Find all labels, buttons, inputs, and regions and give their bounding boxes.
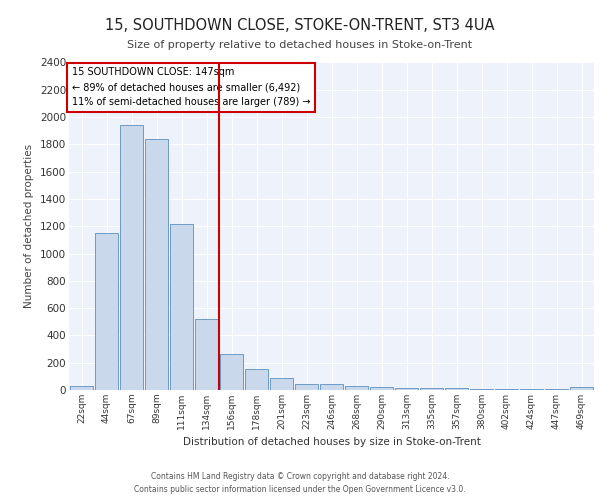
Text: 15, SOUTHDOWN CLOSE, STOKE-ON-TRENT, ST3 4UA: 15, SOUTHDOWN CLOSE, STOKE-ON-TRENT, ST3… bbox=[105, 18, 495, 32]
Bar bbox=[269, 378, 293, 390]
Text: 15 SOUTHDOWN CLOSE: 147sqm
← 89% of detached houses are smaller (6,492)
11% of s: 15 SOUTHDOWN CLOSE: 147sqm ← 89% of deta… bbox=[71, 68, 310, 107]
Bar bbox=[445, 388, 469, 390]
Bar bbox=[344, 386, 368, 390]
Bar bbox=[419, 388, 443, 390]
Bar bbox=[95, 233, 118, 390]
Text: Contains HM Land Registry data © Crown copyright and database right 2024.
Contai: Contains HM Land Registry data © Crown c… bbox=[134, 472, 466, 494]
Bar bbox=[70, 386, 94, 390]
Bar bbox=[320, 384, 343, 390]
Bar bbox=[145, 139, 169, 390]
Bar bbox=[119, 126, 143, 390]
Text: Size of property relative to detached houses in Stoke-on-Trent: Size of property relative to detached ho… bbox=[127, 40, 473, 50]
Bar bbox=[395, 388, 418, 390]
Bar bbox=[494, 389, 518, 390]
Bar bbox=[470, 388, 493, 390]
X-axis label: Distribution of detached houses by size in Stoke-on-Trent: Distribution of detached houses by size … bbox=[182, 438, 481, 448]
Bar bbox=[569, 388, 593, 390]
Bar bbox=[194, 319, 218, 390]
Bar bbox=[220, 354, 244, 390]
Y-axis label: Number of detached properties: Number of detached properties bbox=[25, 144, 34, 308]
Bar bbox=[170, 224, 193, 390]
Bar bbox=[370, 387, 394, 390]
Bar bbox=[245, 369, 268, 390]
Bar bbox=[295, 384, 319, 390]
